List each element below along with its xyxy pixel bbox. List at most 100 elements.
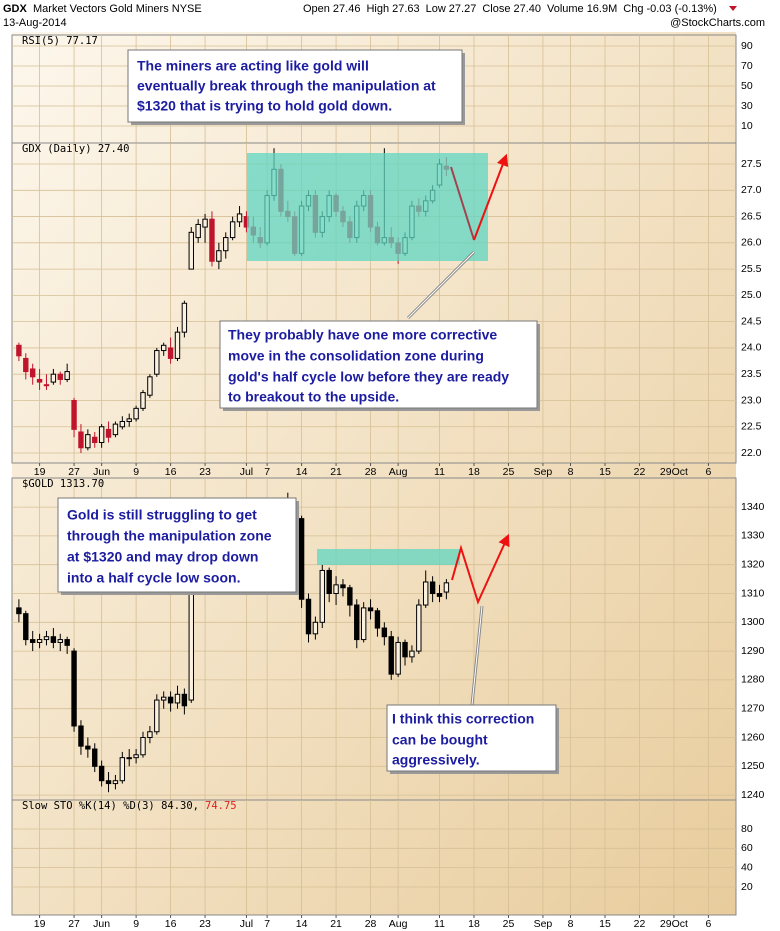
candle-body — [98, 765, 105, 782]
candle-body — [78, 725, 84, 747]
symbol: GDX — [3, 3, 28, 15]
x-tick-label: 21 — [330, 466, 342, 478]
note-text: $1320 that is trying to hold gold down. — [137, 98, 392, 114]
x-tick-label: 16 — [165, 466, 177, 478]
x-tick-label: 15 — [599, 466, 611, 478]
x-tick-label: 23 — [199, 466, 211, 478]
x-tick-label: 16 — [165, 918, 177, 930]
candle-body — [388, 636, 394, 675]
note-text: They probably have one more corrective — [228, 327, 497, 343]
x-tick-label: Jul — [240, 466, 253, 478]
x-tick-label: Jun — [93, 918, 110, 930]
y-tick-label: 40 — [741, 861, 753, 873]
y-tick-label: 10 — [741, 120, 753, 132]
candle-body — [326, 569, 332, 594]
candle-body — [202, 218, 208, 228]
candle-body — [133, 407, 139, 420]
note-text: aggressively. — [392, 752, 480, 768]
y-tick-label: 27.5 — [741, 158, 762, 170]
candle-body — [236, 213, 243, 223]
stat-label: Low — [426, 3, 446, 15]
candle-body — [23, 357, 29, 373]
candle-body — [429, 581, 436, 594]
y-tick-label: 24.5 — [741, 315, 762, 327]
candle-body — [402, 641, 408, 658]
note-text: move in the consolidation zone during — [228, 348, 484, 364]
note-text: gold's half cycle low before they are re… — [228, 369, 509, 385]
candle-body — [181, 693, 188, 707]
x-tick-label: 7 — [264, 466, 270, 478]
x-tick-label: 11 — [434, 466, 445, 478]
y-tick-label: 20 — [741, 881, 753, 893]
x-tick-label: 6 — [705, 918, 711, 930]
candle-body — [29, 639, 36, 643]
y-tick-label: 50 — [741, 80, 753, 92]
x-tick-label: 19 — [34, 466, 46, 478]
candle-body — [126, 757, 132, 760]
y-tick-label: 1340 — [741, 501, 765, 513]
candle-body — [367, 607, 374, 612]
candle-body — [154, 699, 160, 733]
candle-body — [50, 373, 57, 383]
y-tick-label: 26.0 — [741, 237, 762, 249]
note-text: can be bought — [392, 732, 488, 748]
x-tick-label: Aug — [389, 918, 408, 930]
candle-body — [43, 636, 50, 641]
y-tick-label: 25.5 — [741, 263, 762, 275]
candle-body — [305, 598, 312, 635]
y-tick-label: 30 — [741, 100, 753, 112]
candle-body — [209, 218, 215, 262]
x-tick-label: Jul — [240, 918, 253, 930]
y-tick-label: 1310 — [741, 587, 765, 599]
candle-body — [436, 592, 443, 597]
x-tick-label: 15 — [599, 918, 611, 930]
y-tick-label: 1290 — [741, 645, 765, 657]
candle-body — [195, 223, 201, 239]
candle-body — [154, 350, 160, 375]
note-text: at $1320 and may drop down — [67, 549, 258, 565]
y-tick-label: 1330 — [741, 530, 765, 542]
candle-body — [71, 399, 77, 430]
y-tick-label: 27.0 — [741, 184, 762, 196]
panel-label: GDX (Daily) 27.40 — [22, 143, 129, 155]
candle-body — [443, 582, 450, 593]
y-tick-label: 1270 — [741, 702, 765, 714]
candle-body — [423, 581, 429, 606]
note-text: The miners are acting like gold will — [137, 58, 369, 74]
y-tick-label: 1250 — [741, 760, 765, 772]
x-tick-label: 23 — [199, 918, 211, 930]
y-tick-label: 24.0 — [741, 342, 762, 354]
y-tick-label: 26.5 — [741, 210, 762, 222]
candle-body — [416, 604, 422, 652]
candle-body — [140, 392, 146, 409]
candle-body — [312, 621, 319, 635]
candle-body — [36, 639, 43, 643]
stat-value: 27.46 — [333, 3, 361, 15]
candle-body — [64, 639, 70, 646]
x-tick-label: Sep — [534, 918, 553, 930]
candle-body — [105, 780, 112, 785]
x-tick-label: 27 — [68, 466, 80, 478]
x-tick-label: 8 — [568, 918, 574, 930]
candle-body — [119, 757, 126, 782]
candle-body — [160, 344, 167, 352]
note-box — [127, 49, 463, 123]
x-tick-label: 21 — [330, 918, 342, 930]
consolidation-zone — [247, 153, 488, 261]
down-triangle — [729, 6, 737, 11]
x-tick-label: 18 — [468, 466, 480, 478]
price-stats: Open 27.46 High 27.63 Low 27.27 Close 27.40 Volu… — [303, 3, 717, 15]
candle-body — [360, 607, 367, 641]
x-tick-label: 14 — [296, 466, 308, 478]
y-tick-label: 1260 — [741, 731, 765, 743]
x-tick-label: 22 — [634, 466, 646, 478]
x-tick-label: 28 — [365, 918, 377, 930]
panel-signal-label: 74.75 — [205, 800, 237, 812]
watermark: @StockCharts.com — [670, 17, 765, 29]
x-tick-label: 22 — [634, 918, 646, 930]
candle-body — [188, 231, 194, 270]
note-box — [386, 704, 557, 772]
x-tick-label: 7 — [264, 918, 270, 930]
projection-arrow — [473, 153, 509, 241]
